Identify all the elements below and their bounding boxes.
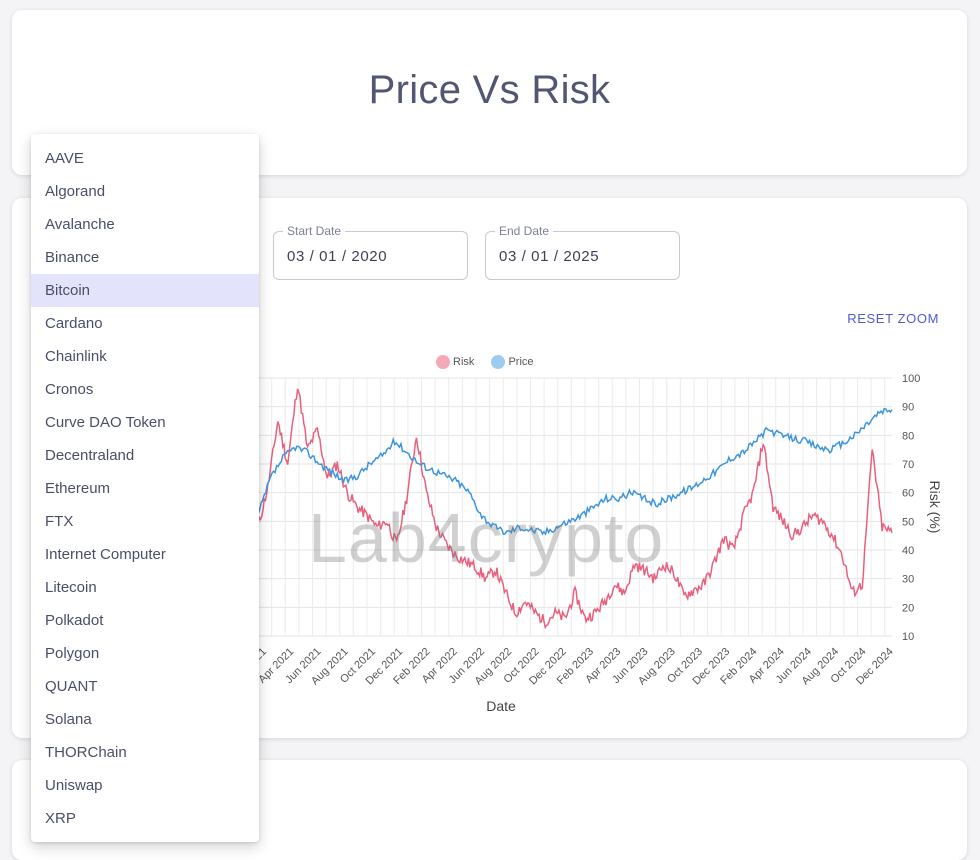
dropdown-option[interactable]: THORChain [45, 744, 127, 761]
dropdown-option[interactable]: Polkadot [45, 612, 104, 629]
dropdown-option[interactable]: Chainlink [45, 348, 107, 365]
y-tick-label: 80 [902, 430, 914, 442]
end-date-field[interactable]: End Date 03 / 01 / 2025 [485, 224, 680, 280]
y-tick-label: 100 [902, 373, 920, 385]
dropdown-option[interactable]: Ethereum [45, 480, 111, 497]
legend-risk[interactable]: Risk [436, 355, 474, 369]
x-axis-label: Date [486, 698, 516, 714]
start-date-field[interactable]: Start Date 03 / 01 / 2020 [273, 224, 468, 280]
page-title: Price Vs Risk [368, 68, 611, 112]
y-axis-label: Risk (%) [927, 481, 943, 534]
dropdown-option[interactable]: Avalanche [45, 216, 115, 233]
dropdown-option[interactable]: Decentraland [45, 447, 135, 464]
series-line-price [257, 407, 893, 536]
dropdown-option[interactable]: Cronos [45, 381, 94, 398]
dropdown-option[interactable]: AAVE [45, 150, 84, 167]
start-date-label: Start Date [283, 224, 346, 238]
dropdown-option[interactable]: Bitcoin [31, 274, 259, 307]
start-date-value[interactable]: 03 / 01 / 2020 [287, 248, 388, 265]
legend-risk-label: Risk [453, 356, 475, 368]
y-tick-label: 40 [902, 545, 914, 557]
y-tick-label: 10 [902, 631, 914, 643]
dropdown-option[interactable]: Curve DAO Token [45, 414, 166, 431]
legend-price[interactable]: Price [491, 355, 534, 369]
y-tick-label: 20 [902, 602, 914, 614]
legend-price-swatch [491, 355, 506, 369]
dropdown-option[interactable]: QUANT [45, 678, 98, 695]
y-tick-label: 60 [902, 488, 914, 500]
dropdown-option[interactable]: Algorand [45, 183, 106, 200]
dropdown-option[interactable]: Polygon [45, 645, 100, 662]
watermark: Lab4crypto [308, 499, 665, 577]
y-tick-label: 50 [902, 516, 914, 528]
asset-dropdown-menu[interactable]: AAVE Algorand Avalanche Binance Bitcoin Carda… [31, 134, 259, 842]
y-tick-label: 30 [902, 574, 914, 586]
dropdown-option[interactable]: Binance [45, 249, 100, 266]
end-date-label: End Date [495, 224, 554, 238]
dropdown-option[interactable]: FTX [45, 513, 74, 530]
price-risk-chart[interactable]: 102030405060708090100Feb 2021Apr 2021Jun… [12, 198, 967, 738]
chart-legend: Risk Price [436, 355, 548, 372]
reset-zoom-button[interactable]: RESET ZOOM [847, 311, 939, 326]
dropdown-option[interactable]: Litecoin [45, 579, 97, 596]
series-line-risk [257, 388, 893, 630]
y-tick-label: 70 [902, 459, 914, 471]
y-tick-label: 90 [902, 402, 914, 414]
dropdown-option[interactable]: Cardano [45, 315, 103, 332]
end-date-value[interactable]: 03 / 01 / 2025 [499, 248, 600, 265]
dropdown-option[interactable]: Solana [45, 711, 92, 728]
dropdown-option[interactable]: XRP [45, 810, 76, 827]
legend-risk-swatch [436, 355, 450, 369]
dropdown-option[interactable]: Internet Computer [45, 546, 166, 563]
legend-price-label: Price [508, 356, 534, 368]
dropdown-option[interactable]: Uniswap [45, 777, 103, 794]
